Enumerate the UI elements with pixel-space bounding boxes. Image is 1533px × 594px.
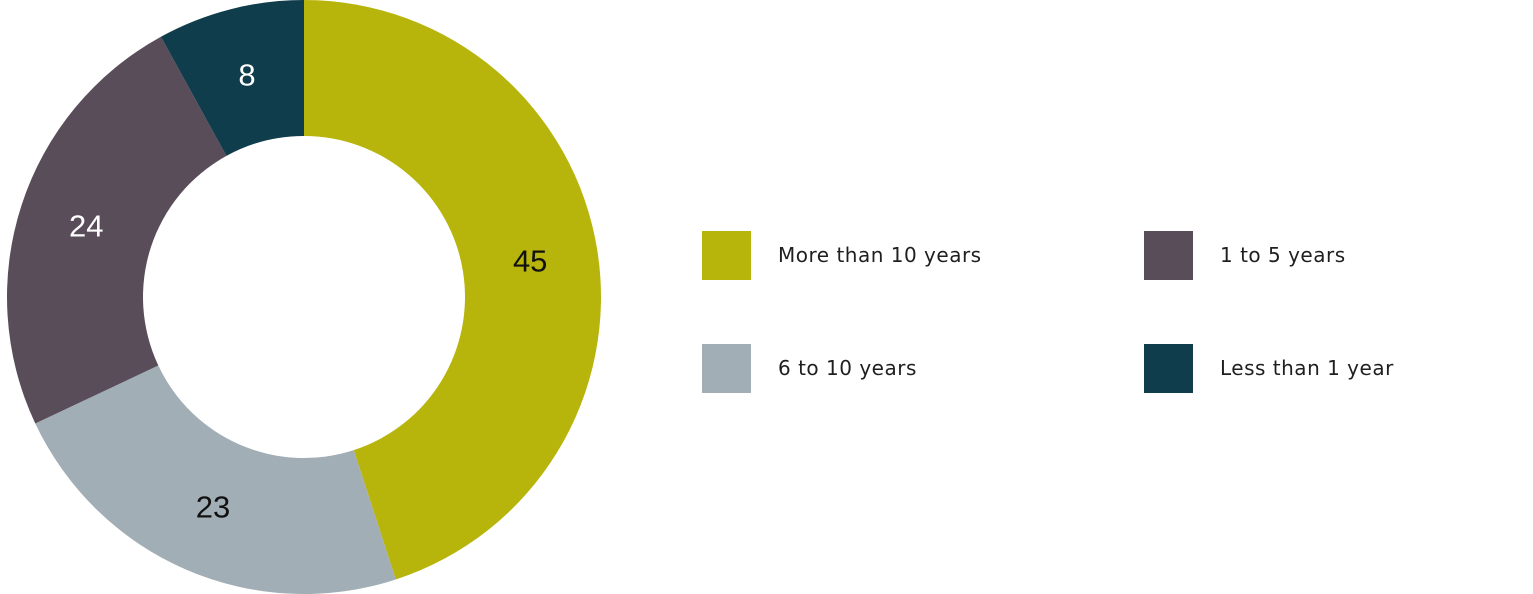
donut-slice-1-to-5-years (6, 36, 227, 424)
data-label-less-than-1-year: 8 (238, 58, 255, 93)
donut-slice-6-to-10-years (35, 365, 396, 594)
donut-slice-more-than-10-years (304, 0, 601, 580)
data-label-6-to-10-years: 23 (196, 490, 230, 525)
data-label-1-to-5-years: 24 (69, 209, 103, 244)
data-label-more-than-10-years: 45 (513, 244, 547, 279)
donut-slice-less-than-1-year (160, 0, 304, 156)
